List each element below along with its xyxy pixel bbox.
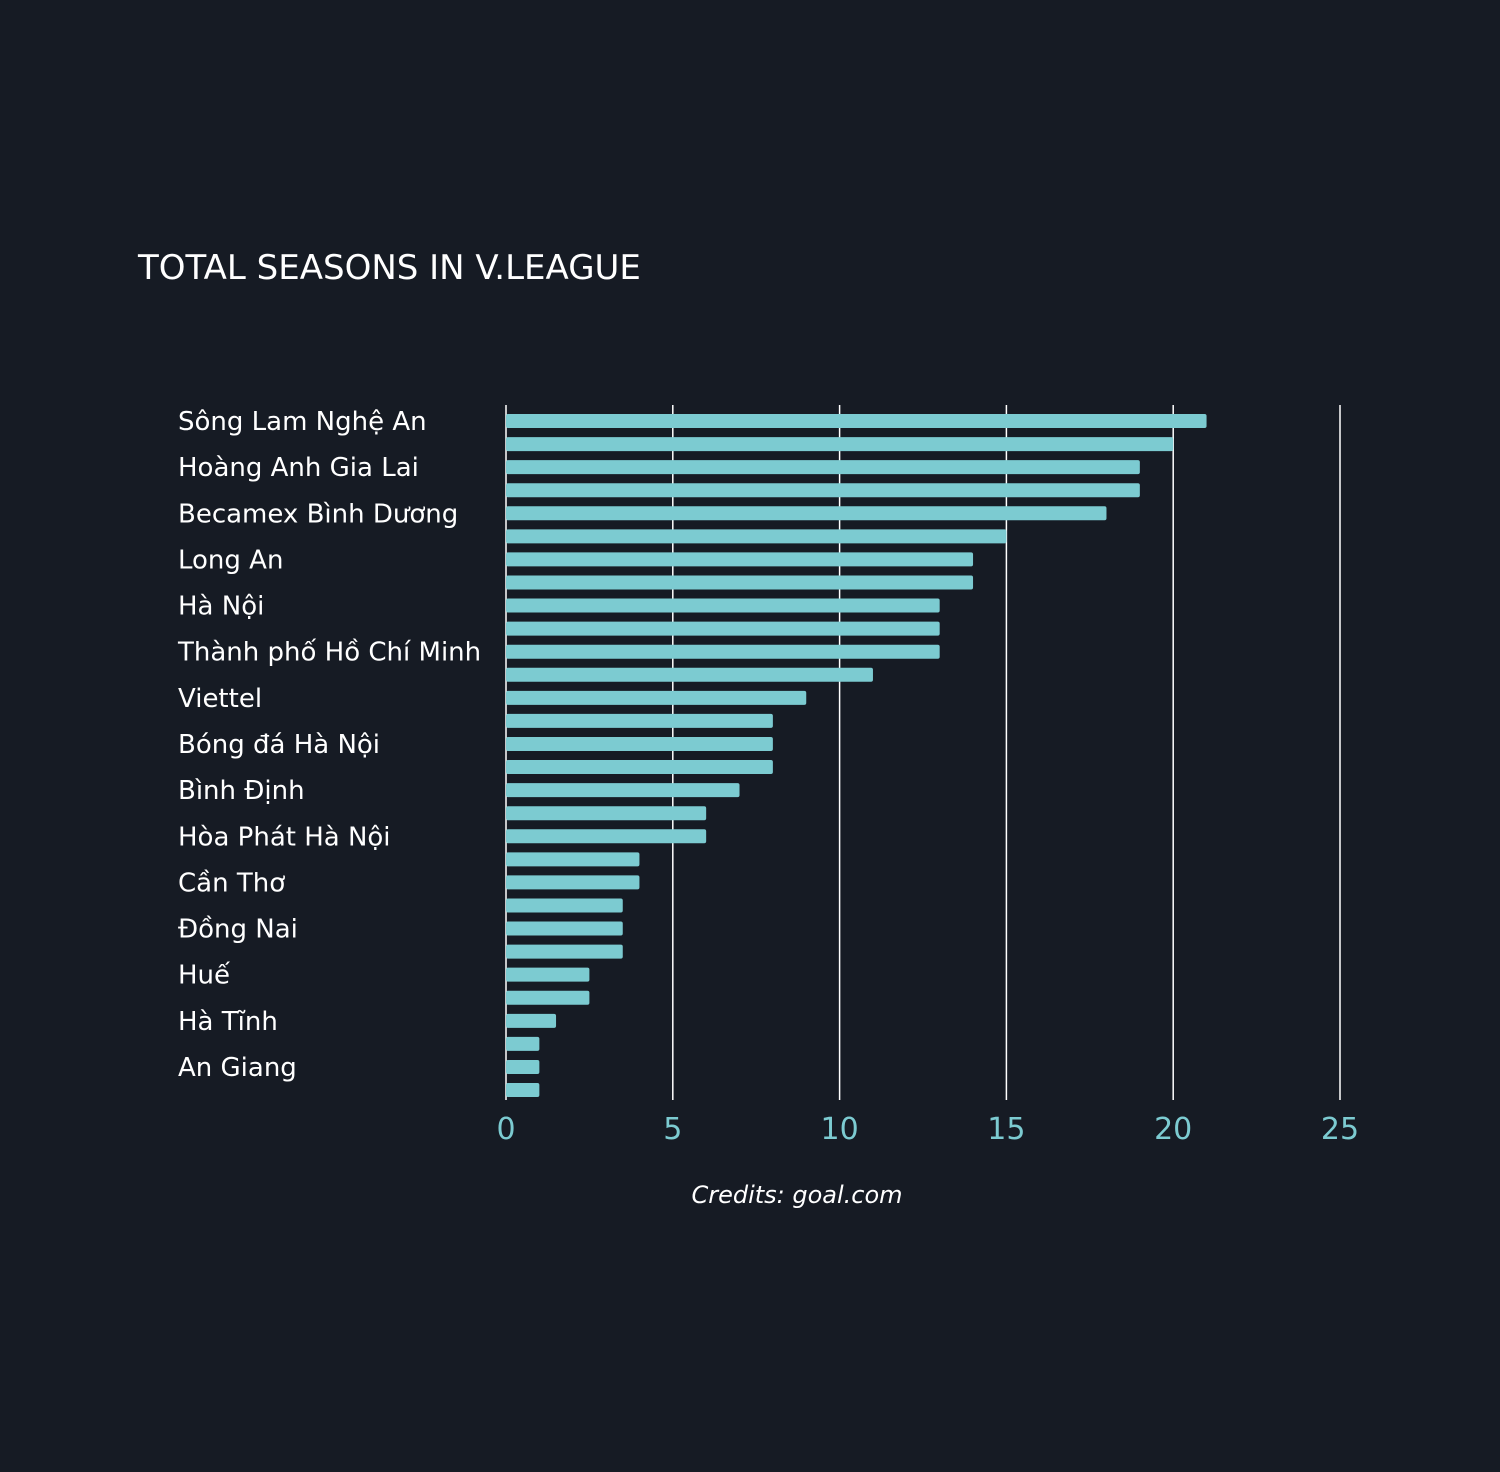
category-label: Đồng Nai (178, 915, 298, 945)
bar (506, 437, 1174, 452)
category-label: Becamex Bình Dương (178, 499, 458, 529)
bar (506, 644, 940, 659)
bar (506, 713, 773, 728)
bar (506, 483, 1140, 498)
category-label: Hà Tĩnh (178, 1007, 278, 1037)
category-label: Hòa Phát Hà Nội (178, 822, 391, 852)
bar (506, 598, 940, 613)
bar (506, 1059, 540, 1074)
category-label: Viettel (178, 684, 262, 714)
bar (506, 506, 1107, 521)
category-label: Bóng đá Hà Nội (178, 730, 380, 760)
bar (506, 690, 807, 705)
x-axis-ticks: 0 5 10 15 20 25 (496, 1112, 1359, 1147)
gridlines (505, 405, 1341, 1100)
bar (506, 921, 623, 936)
bars (506, 414, 1207, 1098)
bar (506, 898, 623, 913)
bar (506, 575, 974, 590)
bar (506, 552, 974, 567)
bar (506, 783, 740, 798)
category-label: Cần Thơ (178, 868, 285, 898)
bar (506, 1083, 540, 1098)
bar (506, 852, 640, 867)
category-label: Bình Định (178, 776, 305, 806)
x-tick-label: 15 (987, 1112, 1025, 1147)
x-tick-label: 25 (1321, 1112, 1359, 1147)
x-tick-label: 0 (496, 1112, 515, 1147)
category-label: Long An (178, 545, 283, 575)
bar (506, 967, 590, 982)
x-tick-label: 5 (663, 1112, 682, 1147)
bar (506, 736, 773, 751)
bar (506, 829, 707, 844)
bar (506, 414, 1207, 428)
category-label: Hà Nội (178, 592, 264, 622)
bar (506, 875, 640, 890)
bar (506, 1013, 557, 1028)
category-labels: Sông Lam Nghệ An Hoàng Anh Gia Lai Becamex… (177, 407, 481, 1083)
category-label: Thành phố Hồ Chí Minh (177, 638, 481, 668)
bar (506, 760, 773, 775)
bar (506, 667, 873, 682)
bar (506, 621, 940, 636)
bar (506, 944, 623, 959)
bar (506, 806, 707, 821)
bar (506, 1036, 540, 1051)
category-label: Sông Lam Nghệ An (178, 407, 427, 437)
category-label: An Giang (178, 1053, 297, 1083)
category-label: Huế (178, 961, 230, 991)
x-tick-label: 20 (1154, 1112, 1192, 1147)
x-tick-label: 10 (821, 1112, 859, 1147)
bar (506, 990, 590, 1005)
bar (506, 529, 1007, 544)
category-label: Hoàng Anh Gia Lai (178, 453, 419, 483)
bar (506, 460, 1140, 475)
chart-title: TOTAL SEASONS IN V.LEAGUE (137, 248, 641, 288)
chart-credit: Credits: goal.com (691, 1181, 902, 1209)
